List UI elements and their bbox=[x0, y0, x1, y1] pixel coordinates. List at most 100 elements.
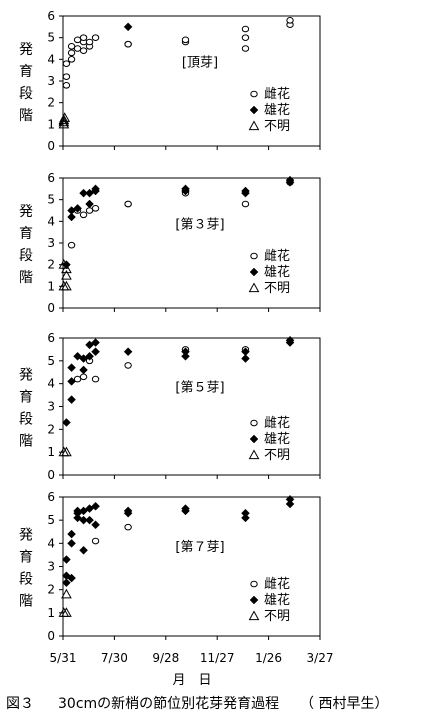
data-point-open-circle bbox=[73, 36, 82, 44]
y-tick-label: 5 bbox=[47, 31, 55, 45]
data-point-filled-diamond bbox=[241, 354, 250, 363]
y-tick-label: 3 bbox=[47, 560, 55, 574]
y-axis-label-char: 育 bbox=[19, 390, 33, 406]
y-tick-label: 5 bbox=[47, 193, 55, 207]
data-point-open-triangle bbox=[61, 269, 72, 280]
y-axis-label-char: 階 bbox=[19, 270, 33, 286]
data-point-open-triangle bbox=[61, 607, 72, 617]
data-point-filled-diamond bbox=[123, 347, 133, 357]
data-point-open-circle bbox=[181, 36, 190, 44]
data-point-open-triangle bbox=[61, 263, 72, 274]
legend-label: 不明 bbox=[264, 448, 290, 463]
y-tick-label: 0 bbox=[47, 468, 55, 482]
legend-label: 雄花 bbox=[264, 102, 290, 118]
data-point-filled-diamond bbox=[285, 499, 295, 509]
data-point-filled-diamond bbox=[79, 515, 88, 525]
data-point-open-triangle bbox=[61, 588, 72, 599]
legend-marker bbox=[250, 419, 258, 427]
y-tick-label: 2 bbox=[47, 96, 55, 110]
data-point-filled-diamond bbox=[285, 335, 295, 345]
data-point-filled-diamond bbox=[67, 529, 76, 539]
y-axis-label-char: 発 bbox=[19, 204, 33, 220]
legend-label: 雄花 bbox=[264, 264, 290, 280]
y-tick-label: 0 bbox=[47, 139, 55, 153]
y-axis-label-char: 育 bbox=[19, 226, 33, 242]
data-point-filled-diamond bbox=[62, 418, 71, 427]
data-point-filled-diamond bbox=[91, 347, 100, 357]
x-tick-label: 7/30 bbox=[101, 651, 128, 665]
data-point-filled-diamond bbox=[181, 351, 190, 361]
data-point-filled-diamond bbox=[91, 186, 100, 196]
legend-marker bbox=[249, 595, 259, 605]
legend-marker bbox=[249, 105, 259, 115]
data-point-open-circle bbox=[241, 34, 250, 41]
data-point-filled-diamond bbox=[85, 199, 94, 209]
legend-marker bbox=[249, 267, 259, 277]
legend-label: 雌花 bbox=[264, 86, 290, 102]
figure-caption-text: 30cmの新梢の節位別花芽発育過程 bbox=[58, 696, 280, 712]
data-point-filled-diamond bbox=[62, 578, 71, 588]
data-point-open-circle bbox=[79, 34, 88, 41]
legend-marker bbox=[248, 449, 260, 460]
data-point-filled-diamond bbox=[79, 545, 88, 555]
y-axis-label-char: 発 bbox=[19, 368, 33, 384]
data-point-filled-diamond bbox=[73, 506, 82, 516]
y-tick-label: 6 bbox=[47, 9, 55, 23]
data-point-filled-diamond bbox=[91, 520, 100, 530]
y-tick-label: 6 bbox=[47, 490, 55, 504]
data-point-open-circle bbox=[62, 73, 71, 80]
legend-label: 雌花 bbox=[264, 415, 290, 431]
data-point-filled-diamond bbox=[67, 363, 76, 373]
panel-label: [頂芽] bbox=[182, 56, 218, 71]
data-point-open-circle bbox=[62, 60, 71, 67]
data-point-filled-diamond bbox=[67, 212, 76, 222]
data-point-filled-diamond bbox=[285, 494, 295, 504]
y-tick-label: 3 bbox=[47, 74, 55, 88]
data-point-open-circle bbox=[91, 375, 100, 383]
x-tick-label: 9/28 bbox=[152, 651, 179, 665]
y-tick-label: 5 bbox=[47, 513, 55, 527]
y-axis-label-char: 育 bbox=[19, 64, 33, 80]
data-point-open-circle bbox=[124, 523, 132, 531]
data-point-filled-diamond bbox=[181, 347, 190, 357]
x-tick-label: 1/26 bbox=[255, 651, 282, 665]
y-tick-label: 6 bbox=[47, 171, 55, 185]
data-point-filled-diamond bbox=[241, 186, 250, 196]
data-point-filled-diamond bbox=[79, 188, 88, 198]
data-point-open-circle bbox=[67, 56, 76, 63]
x-tick-label: 11/27 bbox=[200, 651, 235, 665]
data-point-open-circle bbox=[91, 205, 100, 212]
panel-label: [第５芽] bbox=[175, 380, 224, 395]
legend-label: 雄花 bbox=[264, 431, 290, 447]
data-point-filled-diamond bbox=[181, 504, 190, 513]
y-tick-label: 5 bbox=[47, 354, 55, 368]
data-point-open-circle bbox=[241, 200, 250, 208]
data-point-open-circle bbox=[85, 38, 94, 46]
data-point-filled-diamond bbox=[241, 508, 250, 518]
legend-label: 不明 bbox=[264, 609, 290, 624]
y-tick-label: 2 bbox=[47, 583, 55, 597]
legend-marker bbox=[250, 580, 258, 588]
data-point-open-circle bbox=[124, 362, 132, 369]
legend-marker bbox=[249, 434, 259, 444]
data-point-open-triangle bbox=[59, 112, 71, 122]
y-axis-label-char: 育 bbox=[19, 550, 33, 566]
data-point-open-circle bbox=[124, 40, 132, 48]
y-tick-label: 2 bbox=[47, 422, 55, 436]
data-point-filled-diamond bbox=[67, 395, 76, 405]
legend-label: 不明 bbox=[264, 281, 290, 296]
x-tick-label: 5/31 bbox=[50, 651, 77, 665]
figure-caption-variety: （ 西村早生） bbox=[300, 696, 389, 712]
data-point-filled-diamond bbox=[85, 351, 94, 361]
panel-label: [第７芽] bbox=[175, 540, 224, 555]
data-point-open-circle bbox=[241, 45, 250, 52]
y-tick-label: 4 bbox=[47, 214, 55, 228]
data-point-filled-diamond bbox=[241, 513, 250, 523]
y-axis-label-char: 発 bbox=[19, 42, 33, 58]
data-point-open-triangle bbox=[61, 446, 72, 457]
legend-label: 雌花 bbox=[264, 248, 290, 264]
data-point-open-circle bbox=[67, 241, 76, 249]
